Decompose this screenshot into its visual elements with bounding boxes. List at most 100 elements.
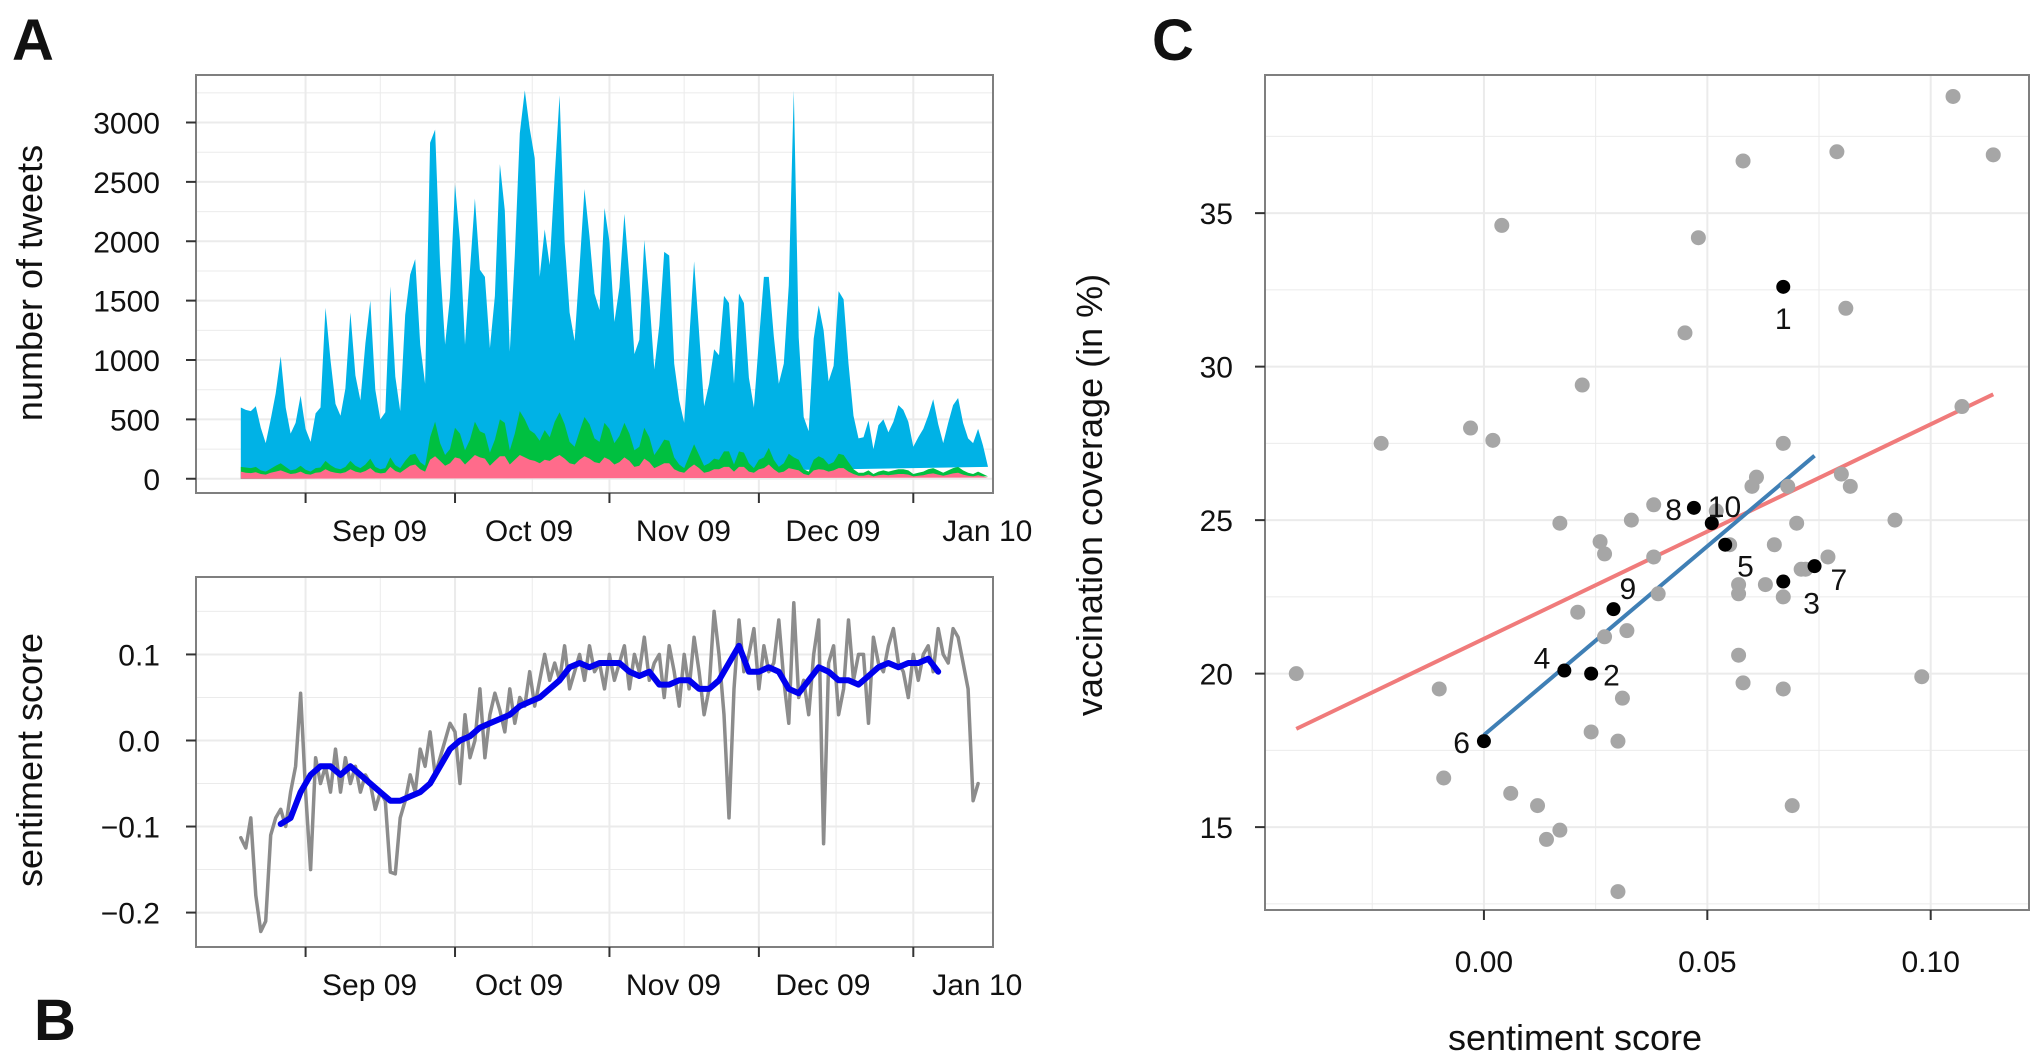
panel-c-point-gray <box>1646 497 1662 513</box>
panel-b-y-tick-label: −0.2 <box>101 898 160 931</box>
panel-c-y-tick-label: 35 <box>1200 198 1233 231</box>
panel-a-tweet-volume: 0 500 1000 1500 2000 2500 3000 Sep 09 Oct 09 Nov… <box>9 74 1032 548</box>
panel-c-point-gray <box>1677 325 1693 341</box>
panel-c-fit-lines <box>1295 392 1995 737</box>
panel-a-y-tick-label: 2000 <box>93 226 160 259</box>
panel-c-point-gray <box>1766 537 1782 553</box>
panel-c-point-gray <box>1597 546 1613 562</box>
panel-b-grid <box>196 577 993 947</box>
panel-c-point-gray <box>1646 549 1662 565</box>
panel-c-frame <box>1264 74 2030 911</box>
panel-c-point-highlight <box>1606 602 1621 617</box>
panel-c-point-label: 3 <box>1803 588 1820 621</box>
panel-c-point-label: 10 <box>1708 491 1741 524</box>
panel-c-point-label: 2 <box>1603 660 1620 693</box>
panel-c-point-gray <box>1757 577 1773 593</box>
panel-c-x-tick-label: 0.00 <box>1455 946 1513 979</box>
panel-c-point-label: 9 <box>1619 573 1636 606</box>
panel-c-y-ticks: 15 20 25 30 35 <box>1200 198 1265 845</box>
panel-c-point-gray <box>1784 798 1800 814</box>
panel-c-point-label: 8 <box>1665 494 1682 527</box>
panel-a-x-tick-label: Jan 10 <box>942 515 1032 548</box>
panel-b-x-tick-label: Sep 09 <box>322 969 417 1002</box>
panel-a-frame <box>195 74 994 494</box>
panel-a-y-tick-label: 1000 <box>93 345 160 378</box>
panel-c-point-gray <box>1436 770 1452 786</box>
panel-c-x-ticks: 0.00 0.05 0.10 <box>1455 910 1960 979</box>
panel-c-point-gray <box>1690 230 1706 246</box>
panel-a-y-tick-label: 2500 <box>93 167 160 200</box>
panel-b-y-ticks: −0.2 −0.1 0.0 0.1 <box>101 639 196 931</box>
panel-a-y-tick-label: 500 <box>110 404 160 437</box>
panel-c-y-axis-label: vaccination coverage (in %) <box>1069 274 1110 716</box>
panel-a-areas <box>240 90 989 479</box>
panel-c-point-gray <box>1373 435 1389 451</box>
panel-c-point-gray <box>1731 647 1747 663</box>
panel-c-point-highlight <box>1686 500 1701 515</box>
panel-c-point-gray <box>1775 435 1791 451</box>
panel-c-y-tick-label: 15 <box>1200 812 1233 845</box>
panel-c-point-highlight <box>1584 666 1599 681</box>
panel-c-point-gray <box>1838 300 1854 316</box>
panel-c-point-gray <box>1494 217 1510 233</box>
panel-c-point-gray <box>1530 798 1546 814</box>
panel-b-frame <box>195 576 994 948</box>
panel-c-point-label: 1 <box>1775 303 1792 336</box>
panel-c-point-label: 5 <box>1737 551 1754 584</box>
panel-c-point-gray <box>1945 88 1961 104</box>
panel-c-fit-line-all <box>1295 392 1995 731</box>
panel-b-x-ticks: Sep 09 Oct 09 Nov 09 Dec 09 Jan 10 <box>304 947 1022 1002</box>
panel-c-fit-line-top10 <box>1482 454 1816 737</box>
panel-a-y-ticks: 0 500 1000 1500 2000 2500 3000 <box>93 108 196 497</box>
panel-b-x-tick-label: Oct 09 <box>475 969 563 1002</box>
panel-a-y-axis-label: number of tweets <box>9 145 50 421</box>
panel-c-point-highlight <box>1557 663 1572 678</box>
panel-c-point-gray <box>1610 733 1626 749</box>
panel-c-point-gray <box>1735 153 1751 169</box>
panel-a-x-tick-label: Dec 09 <box>785 515 880 548</box>
panel-b-line-smooth <box>277 642 942 827</box>
panel-c-point-labels: 1 2 3 4 5 6 7 8 9 10 <box>1453 303 1847 760</box>
panel-c-point-gray <box>1887 512 1903 528</box>
panel-c-point-gray <box>1431 681 1447 697</box>
panel-b-plot-area <box>196 577 993 947</box>
panel-c-point-gray <box>1842 478 1858 494</box>
panel-b-y-tick-label: −0.1 <box>101 812 160 845</box>
panel-c-point-gray <box>1775 681 1791 697</box>
panel-c-point-gray <box>1748 469 1764 485</box>
panel-b-x-tick-label: Nov 09 <box>626 969 721 1002</box>
panel-c-point-gray <box>1610 884 1626 900</box>
panel-c-points <box>1288 88 2001 900</box>
panel-b-y-tick-label: 0.1 <box>118 639 160 672</box>
panel-b-x-tick-label: Jan 10 <box>932 969 1022 1002</box>
panel-c-point-gray <box>1775 589 1791 605</box>
panel-a-area-low <box>240 455 989 479</box>
panel-c-point-gray <box>1650 586 1666 602</box>
panel-c-point-gray <box>1833 466 1849 482</box>
panel-a-area-total <box>240 90 989 479</box>
panel-c-x-tick-label: 0.10 <box>1902 946 1960 979</box>
panel-c-plot-area <box>1265 75 2029 910</box>
panel-c-point-gray <box>1708 503 1724 519</box>
panel-b-y-tick-label: 0.0 <box>118 725 160 758</box>
panel-letter-a: A <box>12 8 54 73</box>
panel-c-point-gray <box>1735 675 1751 691</box>
panel-c-point-highlight <box>1476 734 1491 749</box>
panel-b-lines <box>239 601 980 934</box>
panel-c-point-gray <box>1552 515 1568 531</box>
panel-c-point-highlight <box>1776 574 1791 589</box>
panel-c-point-gray <box>1463 420 1479 436</box>
panel-c-y-tick-label: 30 <box>1200 352 1233 385</box>
panel-a-x-ticks: Sep 09 Oct 09 Nov 09 Dec 09 Jan 10 <box>304 493 1032 548</box>
panel-c-point-gray <box>1583 724 1599 740</box>
panel-a-y-tick-label: 1500 <box>93 286 160 319</box>
panel-c-point-gray <box>1614 690 1630 706</box>
panel-c-grid <box>1265 75 2029 910</box>
panel-c-point-gray <box>1570 604 1586 620</box>
panel-c-point-gray <box>1780 478 1796 494</box>
panel-letter-b: B <box>34 988 76 1053</box>
panel-c-point-gray <box>1574 377 1590 393</box>
panel-c-point-gray <box>1503 785 1519 801</box>
panel-c-y-tick-label: 25 <box>1200 505 1233 538</box>
panel-a-x-tick-label: Oct 09 <box>485 515 573 548</box>
